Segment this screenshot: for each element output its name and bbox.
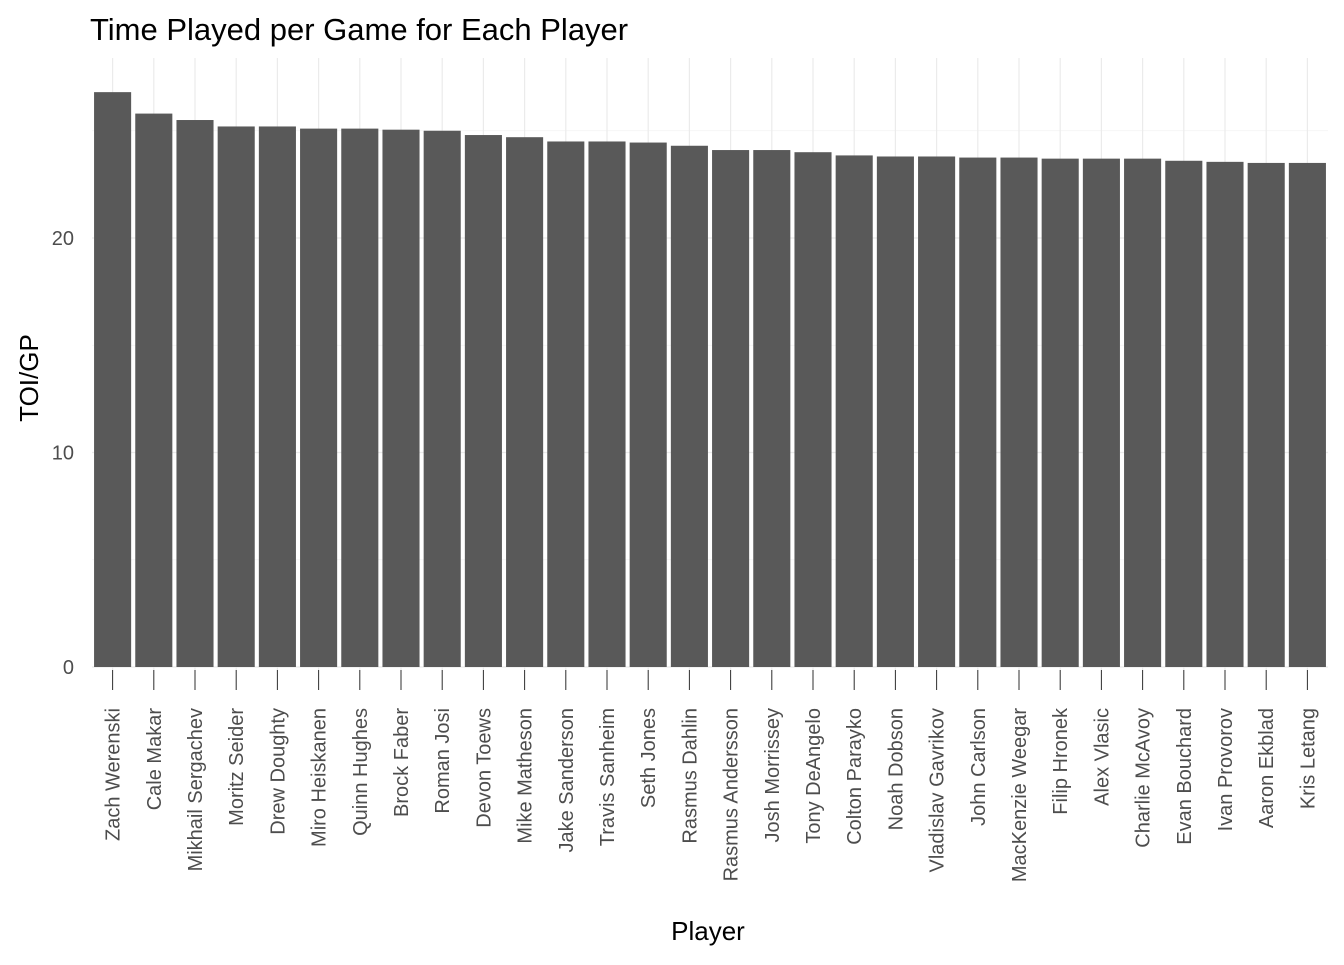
- bar: [876, 156, 914, 668]
- y-tick-label: 20: [52, 228, 74, 250]
- bar: [464, 135, 502, 668]
- x-tick-label: Kris Letang: [1297, 708, 1319, 809]
- bar: [1041, 158, 1079, 667]
- x-tick-label: Josh Morrissey: [762, 708, 784, 842]
- bar: [94, 92, 132, 667]
- x-tick-label: Mike Matheson: [515, 708, 537, 844]
- x-tick-label: Roman Josi: [432, 708, 454, 814]
- bars: [94, 92, 1326, 668]
- bar: [341, 128, 379, 668]
- x-tick-label: Cale Makar: [144, 708, 166, 811]
- x-tick-label: MacKenzie Weegar: [1009, 708, 1031, 883]
- x-tick-label: Jake Sanderson: [556, 708, 578, 853]
- x-tick-label: Miro Heiskanen: [309, 708, 331, 847]
- bar: [1247, 162, 1285, 667]
- x-tick-label: Devon Toews: [473, 708, 495, 828]
- x-tick-label: Brock Faber: [391, 708, 413, 817]
- bar: [1165, 160, 1203, 667]
- y-tick-label: 0: [63, 657, 74, 679]
- x-tick-label: Vladislav Gavrikov: [927, 708, 949, 873]
- x-tick-label: Mikhail Sergachev: [185, 708, 207, 871]
- x-tick-label: Seth Jones: [638, 708, 660, 808]
- bar: [217, 126, 255, 667]
- x-tick-label: Tony DeAngelo: [803, 708, 825, 844]
- bar: [712, 150, 750, 668]
- y-tick-label: 10: [52, 443, 74, 465]
- x-tick-label: Alex Vlasic: [1091, 708, 1113, 806]
- bar: [1124, 158, 1162, 667]
- bar: [835, 155, 873, 668]
- x-tick-label: Filip Hronek: [1050, 707, 1072, 815]
- x-axis: Zach Werenski Cale Makar Mikhail Sergachev…: [103, 670, 1319, 883]
- y-axis: 0 10 20: [52, 228, 74, 679]
- x-tick-label: John Carlson: [968, 708, 990, 826]
- x-tick-label: Rasmus Dahlin: [679, 708, 701, 844]
- x-tick-label: Noah Dobson: [885, 708, 907, 830]
- bar: [382, 129, 420, 667]
- bar: [300, 128, 338, 668]
- x-tick-label: Rasmus Andersson: [721, 708, 743, 881]
- x-tick-label: Zach Werenski: [103, 708, 125, 841]
- bar: [1082, 158, 1120, 667]
- chart-title: Time Played per Game for Each Player: [90, 12, 628, 47]
- x-tick-label: Aaron Ekblad: [1256, 708, 1278, 828]
- bar: [670, 145, 708, 667]
- bar: [753, 150, 791, 668]
- bar: [629, 142, 667, 668]
- x-tick-label: Evan Bouchard: [1174, 708, 1196, 845]
- x-tick-label: Travis Sanheim: [597, 708, 619, 846]
- bar: [506, 137, 544, 667]
- bar: [547, 141, 585, 668]
- bar: [1206, 161, 1244, 667]
- bar: [423, 130, 461, 667]
- y-axis-title: TOI/GP: [14, 334, 44, 422]
- bar: [176, 120, 214, 667]
- bar: [1000, 157, 1038, 667]
- x-axis-title: Player: [671, 916, 745, 946]
- x-tick-label: Charlie McAvoy: [1133, 708, 1155, 848]
- x-tick-label: Drew Doughty: [267, 708, 289, 835]
- bar: [918, 156, 956, 668]
- bar: [1288, 162, 1326, 667]
- bar: [258, 126, 296, 667]
- x-tick-label: Moritz Seider: [226, 708, 248, 826]
- x-tick-label: Colton Parayko: [844, 708, 866, 845]
- bar: [794, 152, 832, 667]
- x-tick-label: Ivan Provorov: [1215, 708, 1237, 831]
- x-tick-label: Quinn Hughes: [350, 708, 372, 836]
- bar: [135, 113, 173, 668]
- bar: [959, 157, 997, 667]
- bar: [588, 141, 626, 668]
